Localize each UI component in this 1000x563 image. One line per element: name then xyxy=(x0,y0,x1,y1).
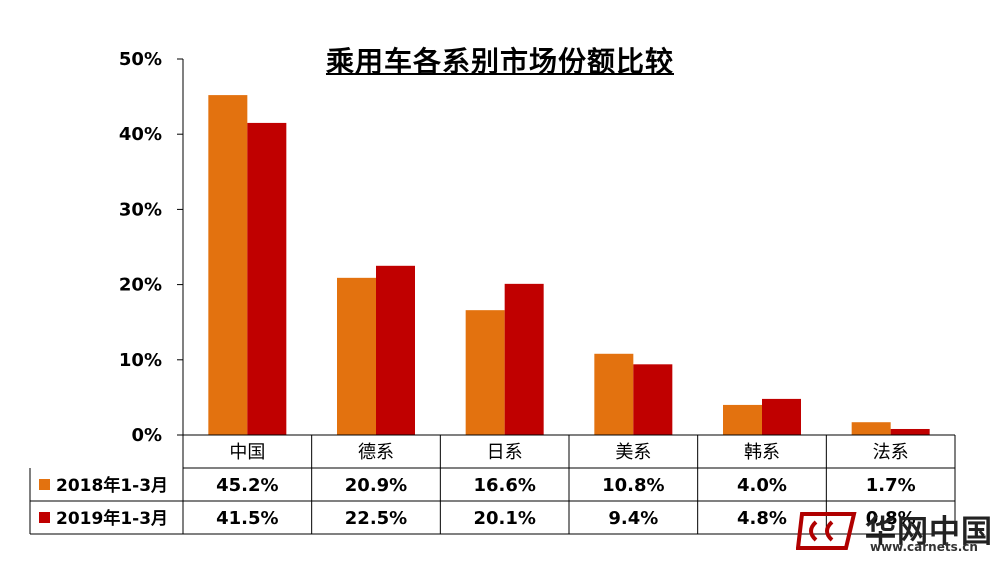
legend-label: 2019年1-3月 xyxy=(56,508,168,529)
y-tick-label: 0% xyxy=(131,425,162,446)
watermark-url: www.carnets.cn xyxy=(870,540,978,554)
category-label: 韩系 xyxy=(744,442,780,463)
y-tick-label: 50% xyxy=(119,49,162,70)
data-label: 9.4% xyxy=(608,508,658,529)
category-label: 中国 xyxy=(229,442,265,463)
y-tick-label: 40% xyxy=(119,124,162,145)
category-label: 德系 xyxy=(358,442,394,463)
legend-label: 2018年1-3月 xyxy=(56,475,168,496)
data-label: 0.8% xyxy=(866,508,916,529)
bar-1 xyxy=(337,277,376,435)
legend-key-2 xyxy=(39,512,50,523)
y-tick-label: 10% xyxy=(119,350,162,371)
data-label: 22.5% xyxy=(345,508,407,529)
data-label: 45.2% xyxy=(216,475,278,496)
bar-2 xyxy=(890,428,930,435)
y-tick-label: 20% xyxy=(119,275,162,296)
data-label: 20.9% xyxy=(345,475,407,496)
bar-1 xyxy=(723,404,762,435)
bar-2 xyxy=(247,122,287,436)
y-tick-label: 30% xyxy=(119,199,162,220)
bar-1 xyxy=(465,310,505,435)
bar-2 xyxy=(376,265,415,435)
bar-2 xyxy=(762,398,801,435)
data-label: 10.8% xyxy=(602,475,664,496)
watermark-logo-icon xyxy=(795,508,860,558)
category-label: 日系 xyxy=(487,442,523,463)
data-label: 41.5% xyxy=(216,508,278,529)
legend-key-1 xyxy=(39,479,50,490)
bar-1 xyxy=(851,422,891,435)
data-label: 4.0% xyxy=(737,475,787,496)
watermark-brand: 华网中国 xyxy=(865,514,993,550)
data-label: 1.7% xyxy=(866,475,916,496)
category-label: 法系 xyxy=(873,442,909,463)
chart-title: 乘用车各系别市场份额比较 xyxy=(325,45,674,78)
data-label: 4.8% xyxy=(737,508,787,529)
data-label: 20.1% xyxy=(473,508,535,529)
category-label: 美系 xyxy=(615,442,651,463)
bar-2 xyxy=(504,283,544,435)
bar-2 xyxy=(633,364,673,435)
bar-1 xyxy=(594,353,634,435)
data-label: 16.6% xyxy=(473,475,535,496)
bar-1 xyxy=(208,95,248,435)
